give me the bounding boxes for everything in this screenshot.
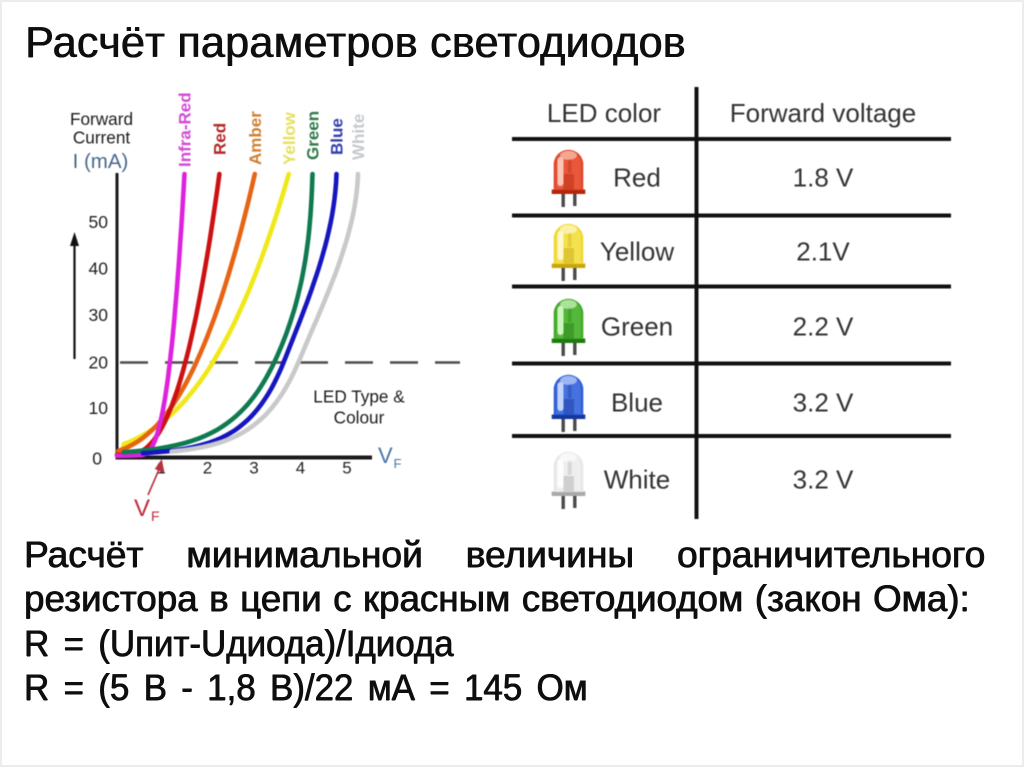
svg-text:2.2 V: 2.2 V <box>793 312 854 342</box>
svg-text:3.2 V: 3.2 V <box>793 465 854 495</box>
svg-text:LED color: LED color <box>547 98 661 128</box>
svg-text:Forward: Forward <box>70 109 133 129</box>
svg-text:White: White <box>604 465 670 495</box>
svg-text:Yellow: Yellow <box>600 237 674 267</box>
svg-text:2: 2 <box>203 459 212 478</box>
svg-text:Infra-Red: Infra-Red <box>176 92 195 167</box>
svg-text:Yellow: Yellow <box>280 111 299 165</box>
svg-text:0: 0 <box>92 449 102 469</box>
svg-text:10: 10 <box>89 398 109 418</box>
svg-text:Forward voltage: Forward voltage <box>730 98 916 128</box>
svg-text:Blue: Blue <box>328 118 347 155</box>
svg-text:Amber: Amber <box>246 111 265 165</box>
svg-text:Current: Current <box>73 128 131 148</box>
svg-text:3.2 V: 3.2 V <box>793 388 854 418</box>
svg-text:40: 40 <box>89 259 109 279</box>
svg-text:20: 20 <box>89 353 109 373</box>
svg-text:V: V <box>134 495 150 522</box>
svg-text:F: F <box>151 508 160 524</box>
svg-text:Colour: Colour <box>334 408 385 428</box>
svg-text:Blue: Blue <box>611 388 663 418</box>
svg-text:2.1V: 2.1V <box>796 237 850 267</box>
svg-text:50: 50 <box>89 212 109 232</box>
svg-text:Red: Red <box>613 163 661 193</box>
svg-text:5: 5 <box>342 459 351 478</box>
svg-text:4: 4 <box>296 459 305 478</box>
svg-text:30: 30 <box>89 305 109 325</box>
svg-text:F: F <box>394 456 402 471</box>
svg-text:V: V <box>378 443 393 468</box>
svg-text:Red: Red <box>211 123 230 155</box>
svg-text:Green: Green <box>601 312 673 342</box>
svg-text:Green: Green <box>304 111 323 160</box>
svg-text:LED Type &: LED Type & <box>313 387 405 407</box>
svg-text:White: White <box>349 114 368 160</box>
svg-text:3: 3 <box>249 459 258 478</box>
svg-text:I (mA): I (mA) <box>73 150 129 173</box>
svg-text:1.8 V: 1.8 V <box>793 163 854 193</box>
